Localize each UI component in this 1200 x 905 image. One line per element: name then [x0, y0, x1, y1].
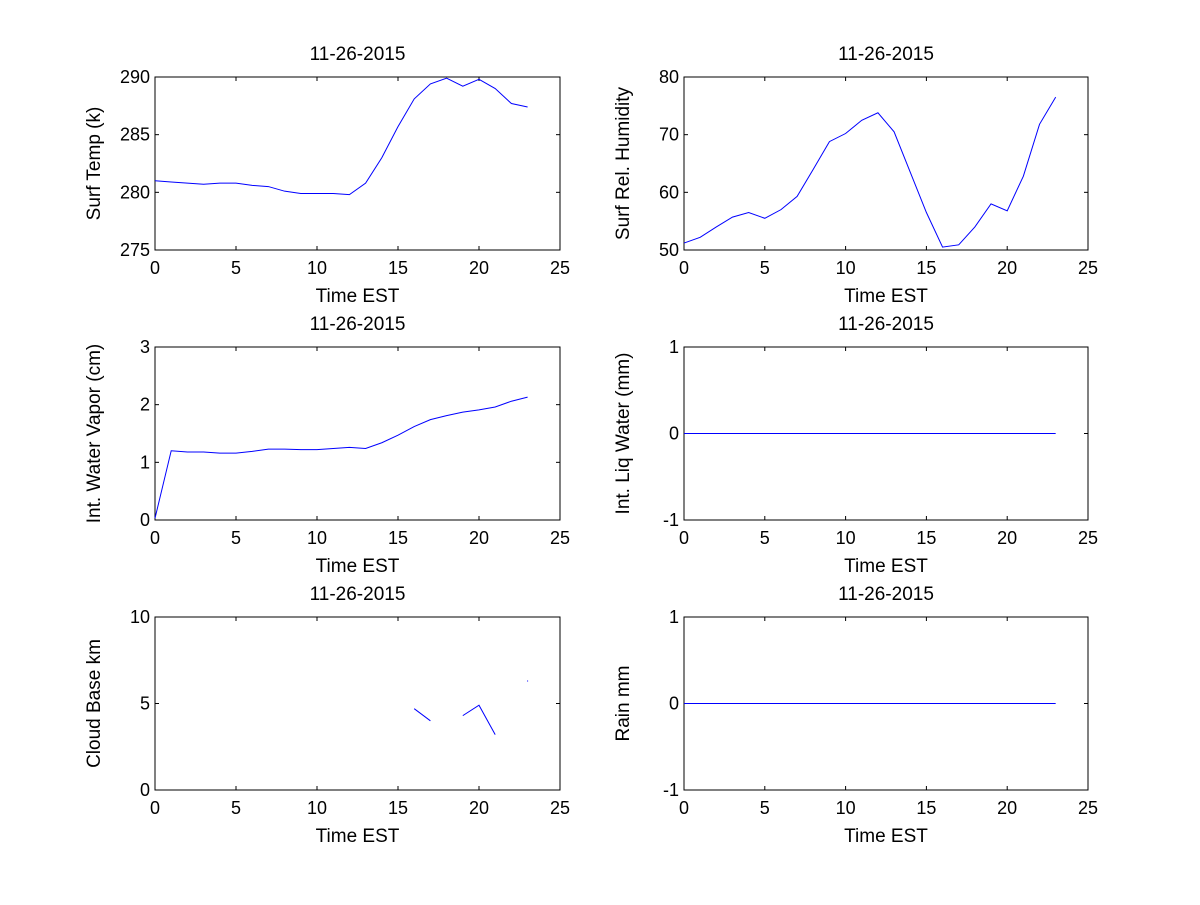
x-tick-label: 15 — [388, 258, 408, 278]
subplot-3: 0 5 10 15 20 25 0 1 2 3 11-26-2015 Time EST Int. Wat… — [84, 314, 570, 577]
axes-frame — [154, 76, 561, 251]
x-axis-label: Time EST — [844, 286, 928, 307]
x-tick-label: 25 — [1078, 798, 1098, 818]
series-line — [683, 96, 1057, 248]
x-tick-label: 5 — [760, 798, 770, 818]
series-line — [462, 704, 496, 735]
chart-title: 11-26-2015 — [838, 44, 934, 65]
chart-title: 11-26-2015 — [838, 584, 934, 605]
x-tick-label: 10 — [836, 798, 856, 818]
chart-title: 11-26-2015 — [838, 314, 934, 335]
subplot-1: 0 5 10 15 20 25 275 280 285 290 11-26-2015 Time EST… — [84, 44, 570, 307]
series-line — [413, 708, 431, 722]
x-tick-label: 25 — [1078, 258, 1098, 278]
x-tick-label: 0 — [150, 528, 160, 548]
x-tick-label: 5 — [760, 528, 770, 548]
x-tick-label: 20 — [997, 528, 1017, 548]
x-tick-label: 25 — [1078, 528, 1098, 548]
x-tick-label: 10 — [836, 528, 856, 548]
x-tick-label: 15 — [916, 798, 936, 818]
chart-title: 11-26-2015 — [310, 584, 406, 605]
y-tick-label: 0 — [669, 424, 679, 444]
x-axis-label: Time EST — [316, 556, 400, 577]
x-tick-label: 0 — [679, 258, 689, 278]
y-tick-label: 5 — [140, 694, 150, 714]
y-axis-label: Rain mm — [613, 665, 634, 741]
y-tick-label: 0 — [140, 780, 150, 800]
x-tick-label: 20 — [469, 528, 489, 548]
x-tick-label: 5 — [231, 528, 241, 548]
x-tick-label: 20 — [469, 798, 489, 818]
series-line — [154, 77, 528, 196]
axes-frame — [154, 346, 561, 521]
y-axis-label: Surf Temp (k) — [84, 107, 105, 221]
y-tick-label: 1 — [669, 337, 679, 357]
x-tick-label: 10 — [307, 528, 327, 548]
x-tick-label: 10 — [307, 258, 327, 278]
y-axis-label: Int. Water Vapor (cm) — [84, 344, 105, 523]
x-axis-label: Time EST — [844, 556, 928, 577]
y-axis-label: Cloud Base km — [84, 639, 105, 768]
x-tick-label: 15 — [388, 528, 408, 548]
x-tick-label: 25 — [550, 258, 570, 278]
x-tick-label: 15 — [916, 258, 936, 278]
x-tick-label: 20 — [997, 258, 1017, 278]
x-tick-label: 15 — [388, 798, 408, 818]
x-tick-label: 5 — [231, 258, 241, 278]
x-tick-label: 0 — [150, 258, 160, 278]
y-tick-label: 80 — [659, 67, 679, 87]
x-tick-label: 20 — [997, 798, 1017, 818]
y-tick-label: 70 — [659, 125, 679, 145]
y-tick-label: 3 — [140, 337, 150, 357]
y-tick-label: 50 — [659, 240, 679, 260]
y-tick-label: 1 — [669, 607, 679, 627]
subplot-2: 0 5 10 15 20 25 50 60 70 80 11-26-2015 Time EST Surf… — [613, 44, 1098, 307]
x-tick-label: 5 — [231, 798, 241, 818]
y-axis-label: Surf Rel. Humidity — [613, 86, 634, 240]
y-tick-label: 285 — [120, 125, 150, 145]
chart-title: 11-26-2015 — [310, 314, 406, 335]
x-tick-label: 10 — [307, 798, 327, 818]
x-axis-label: Time EST — [316, 286, 400, 307]
x-tick-label: 25 — [550, 798, 570, 818]
y-tick-label: 275 — [120, 240, 150, 260]
x-tick-label: 25 — [550, 528, 570, 548]
x-axis-label: Time EST — [844, 826, 928, 847]
series-line — [154, 396, 528, 519]
x-axis-label: Time EST — [316, 826, 400, 847]
y-tick-label: 0 — [140, 510, 150, 530]
x-tick-label: 0 — [679, 528, 689, 548]
y-tick-label: 10 — [130, 607, 150, 627]
y-axis-label: Int. Liq Water (mm) — [613, 353, 634, 515]
subplot-5: 0 5 10 15 20 25 0 5 10 11-26-2015 Time EST Cloud Ba… — [84, 584, 570, 847]
y-tick-label: -1 — [663, 510, 679, 530]
x-tick-label: 10 — [836, 258, 856, 278]
y-tick-label: 0 — [669, 694, 679, 714]
chart-title: 11-26-2015 — [310, 44, 406, 65]
y-tick-label: 280 — [120, 182, 150, 202]
y-tick-label: 290 — [120, 67, 150, 87]
x-tick-label: 20 — [469, 258, 489, 278]
x-tick-label: 5 — [760, 258, 770, 278]
axes-frame — [154, 616, 561, 791]
y-tick-label: 60 — [659, 182, 679, 202]
axes-frame — [683, 76, 1089, 251]
x-tick-label: 0 — [150, 798, 160, 818]
y-tick-label: 2 — [140, 395, 150, 415]
y-tick-label: 1 — [140, 452, 150, 472]
y-tick-label: -1 — [663, 780, 679, 800]
x-tick-label: 15 — [916, 528, 936, 548]
x-tick-label: 0 — [679, 798, 689, 818]
